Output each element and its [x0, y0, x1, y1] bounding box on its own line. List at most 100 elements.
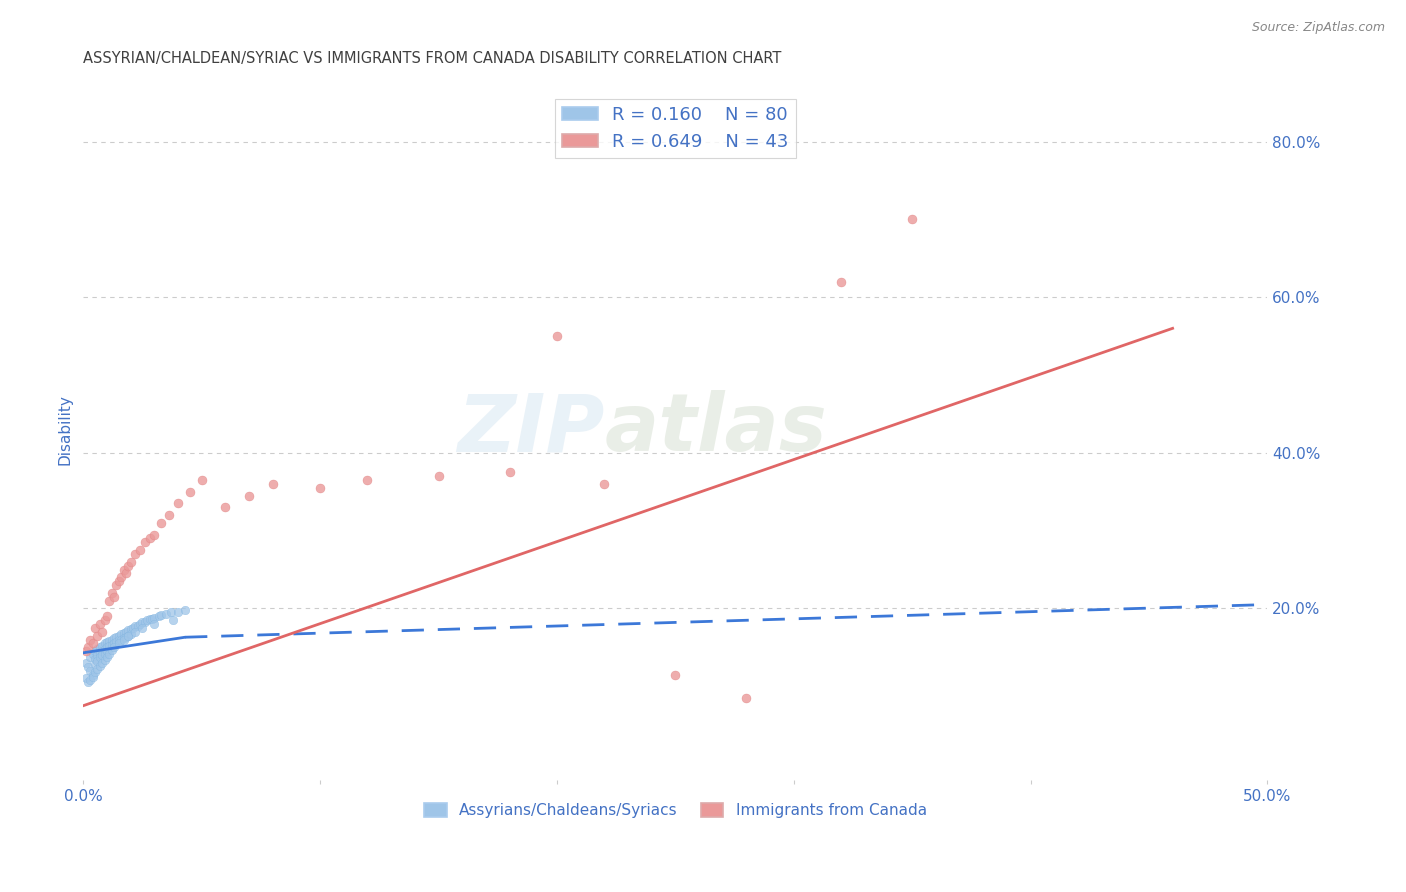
- Point: [98, 634, 121, 648]
- Point: [115, 624, 138, 639]
- Point: [93, 653, 115, 667]
- Point: [356, 473, 378, 487]
- Point: [103, 631, 125, 645]
- Point: [148, 609, 170, 624]
- Point: [82, 636, 104, 650]
- Point: [190, 473, 212, 487]
- Point: [160, 605, 183, 619]
- Point: [593, 477, 616, 491]
- Point: [141, 611, 163, 625]
- Point: [77, 640, 100, 655]
- Point: [77, 660, 100, 674]
- Point: [120, 555, 142, 569]
- Point: [93, 647, 115, 661]
- Point: [138, 532, 160, 546]
- Point: [131, 615, 153, 630]
- Point: [98, 647, 121, 661]
- Point: [91, 639, 114, 653]
- Point: [96, 644, 118, 658]
- Point: [75, 656, 97, 670]
- Point: [131, 621, 153, 635]
- Text: ZIP: ZIP: [457, 391, 605, 468]
- Point: [167, 496, 190, 510]
- Point: [86, 648, 108, 662]
- Point: [79, 673, 101, 687]
- Point: [82, 667, 104, 681]
- Point: [105, 630, 128, 644]
- Point: [108, 629, 131, 643]
- Point: [136, 613, 159, 627]
- Point: [82, 670, 104, 684]
- Point: [103, 640, 125, 655]
- Point: [96, 609, 118, 624]
- Point: [112, 562, 135, 576]
- Point: [91, 648, 114, 662]
- Point: [143, 611, 166, 625]
- Point: [735, 690, 758, 705]
- Point: [84, 652, 107, 666]
- Point: [427, 469, 450, 483]
- Point: [124, 547, 146, 561]
- Point: [89, 640, 111, 655]
- Point: [238, 489, 260, 503]
- Point: [98, 593, 121, 607]
- Point: [117, 624, 139, 638]
- Point: [105, 635, 128, 649]
- Point: [214, 500, 236, 515]
- Point: [138, 612, 160, 626]
- Point: [162, 613, 184, 627]
- Point: [100, 586, 122, 600]
- Point: [96, 635, 118, 649]
- Point: [124, 619, 146, 633]
- Point: [143, 527, 166, 541]
- Point: [89, 659, 111, 673]
- Point: [89, 617, 111, 632]
- Point: [105, 578, 128, 592]
- Point: [91, 656, 114, 670]
- Point: [89, 646, 111, 660]
- Point: [89, 649, 111, 664]
- Point: [179, 484, 201, 499]
- Point: [143, 617, 166, 632]
- Point: [75, 672, 97, 686]
- Point: [100, 643, 122, 657]
- Point: [117, 558, 139, 573]
- Point: [134, 535, 156, 549]
- Point: [108, 633, 131, 648]
- Point: [84, 644, 107, 658]
- Text: atlas: atlas: [605, 391, 827, 468]
- Text: ASSYRIAN/CHALDEAN/SYRIAC VS IMMIGRANTS FROM CANADA DISABILITY CORRELATION CHART: ASSYRIAN/CHALDEAN/SYRIAC VS IMMIGRANTS F…: [83, 51, 782, 66]
- Point: [98, 639, 121, 653]
- Point: [115, 566, 138, 581]
- Point: [120, 627, 142, 641]
- Point: [262, 477, 284, 491]
- Point: [115, 630, 138, 644]
- Point: [129, 617, 152, 632]
- Point: [79, 632, 101, 647]
- Point: [93, 636, 115, 650]
- Text: Source: ZipAtlas.com: Source: ZipAtlas.com: [1251, 21, 1385, 34]
- Point: [117, 629, 139, 643]
- Point: [100, 632, 122, 647]
- Point: [546, 329, 568, 343]
- Point: [830, 275, 852, 289]
- Point: [498, 465, 520, 479]
- Point: [129, 543, 152, 558]
- Point: [127, 618, 149, 632]
- Point: [122, 621, 145, 635]
- Point: [112, 626, 135, 640]
- Point: [82, 647, 104, 661]
- Point: [110, 570, 132, 584]
- Point: [117, 629, 139, 643]
- Point: [75, 644, 97, 658]
- Point: [93, 641, 115, 656]
- Point: [112, 631, 135, 645]
- Point: [86, 662, 108, 676]
- Y-axis label: Disability: Disability: [58, 394, 72, 465]
- Point: [103, 590, 125, 604]
- Point: [108, 574, 131, 589]
- Point: [93, 613, 115, 627]
- Point: [84, 657, 107, 672]
- Point: [110, 632, 132, 647]
- Point: [103, 636, 125, 650]
